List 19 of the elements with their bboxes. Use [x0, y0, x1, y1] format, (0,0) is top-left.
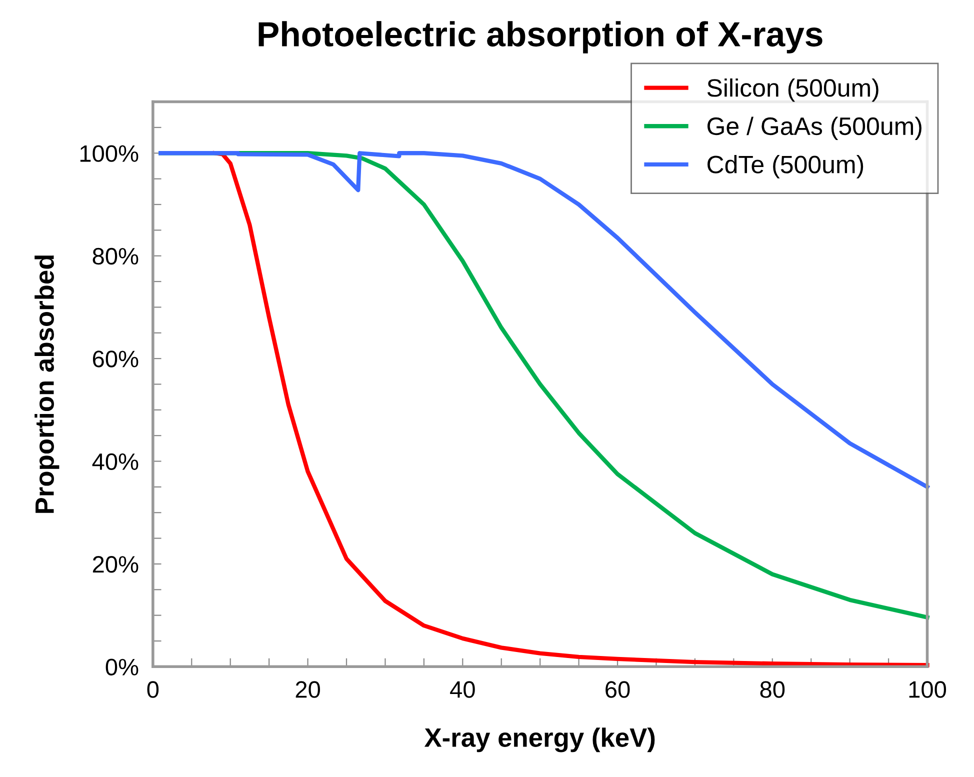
x-tick-label: 80: [760, 681, 785, 698]
y-tick-label: 80%: [92, 248, 138, 265]
x-tick-label: 100: [909, 681, 946, 698]
x-tick-label: 40: [450, 681, 475, 698]
x-axis-title: X-ray energy (keV): [424, 728, 655, 752]
y-tick-label: 40%: [92, 453, 138, 470]
y-tick-label: 20%: [92, 556, 138, 573]
x-tick-label: 0: [147, 681, 159, 698]
legend-label: CdTe (500um): [708, 155, 864, 178]
y-tick-label: 60%: [92, 350, 138, 368]
legend-label: Ge / GaAs (500um): [708, 116, 922, 140]
line-series: [158, 151, 930, 490]
x-tick-label: 20: [296, 681, 320, 698]
x-tick-label: 60: [606, 681, 630, 698]
y-axis-title: Proportion absorbed: [34, 255, 60, 513]
y-tick-label: 0%: [106, 658, 138, 676]
y-tick-label: 100%: [80, 145, 138, 162]
legend-label: Silicon (500um): [707, 78, 878, 102]
chart-title: Photoelectric absorption of X-rays: [258, 21, 822, 54]
